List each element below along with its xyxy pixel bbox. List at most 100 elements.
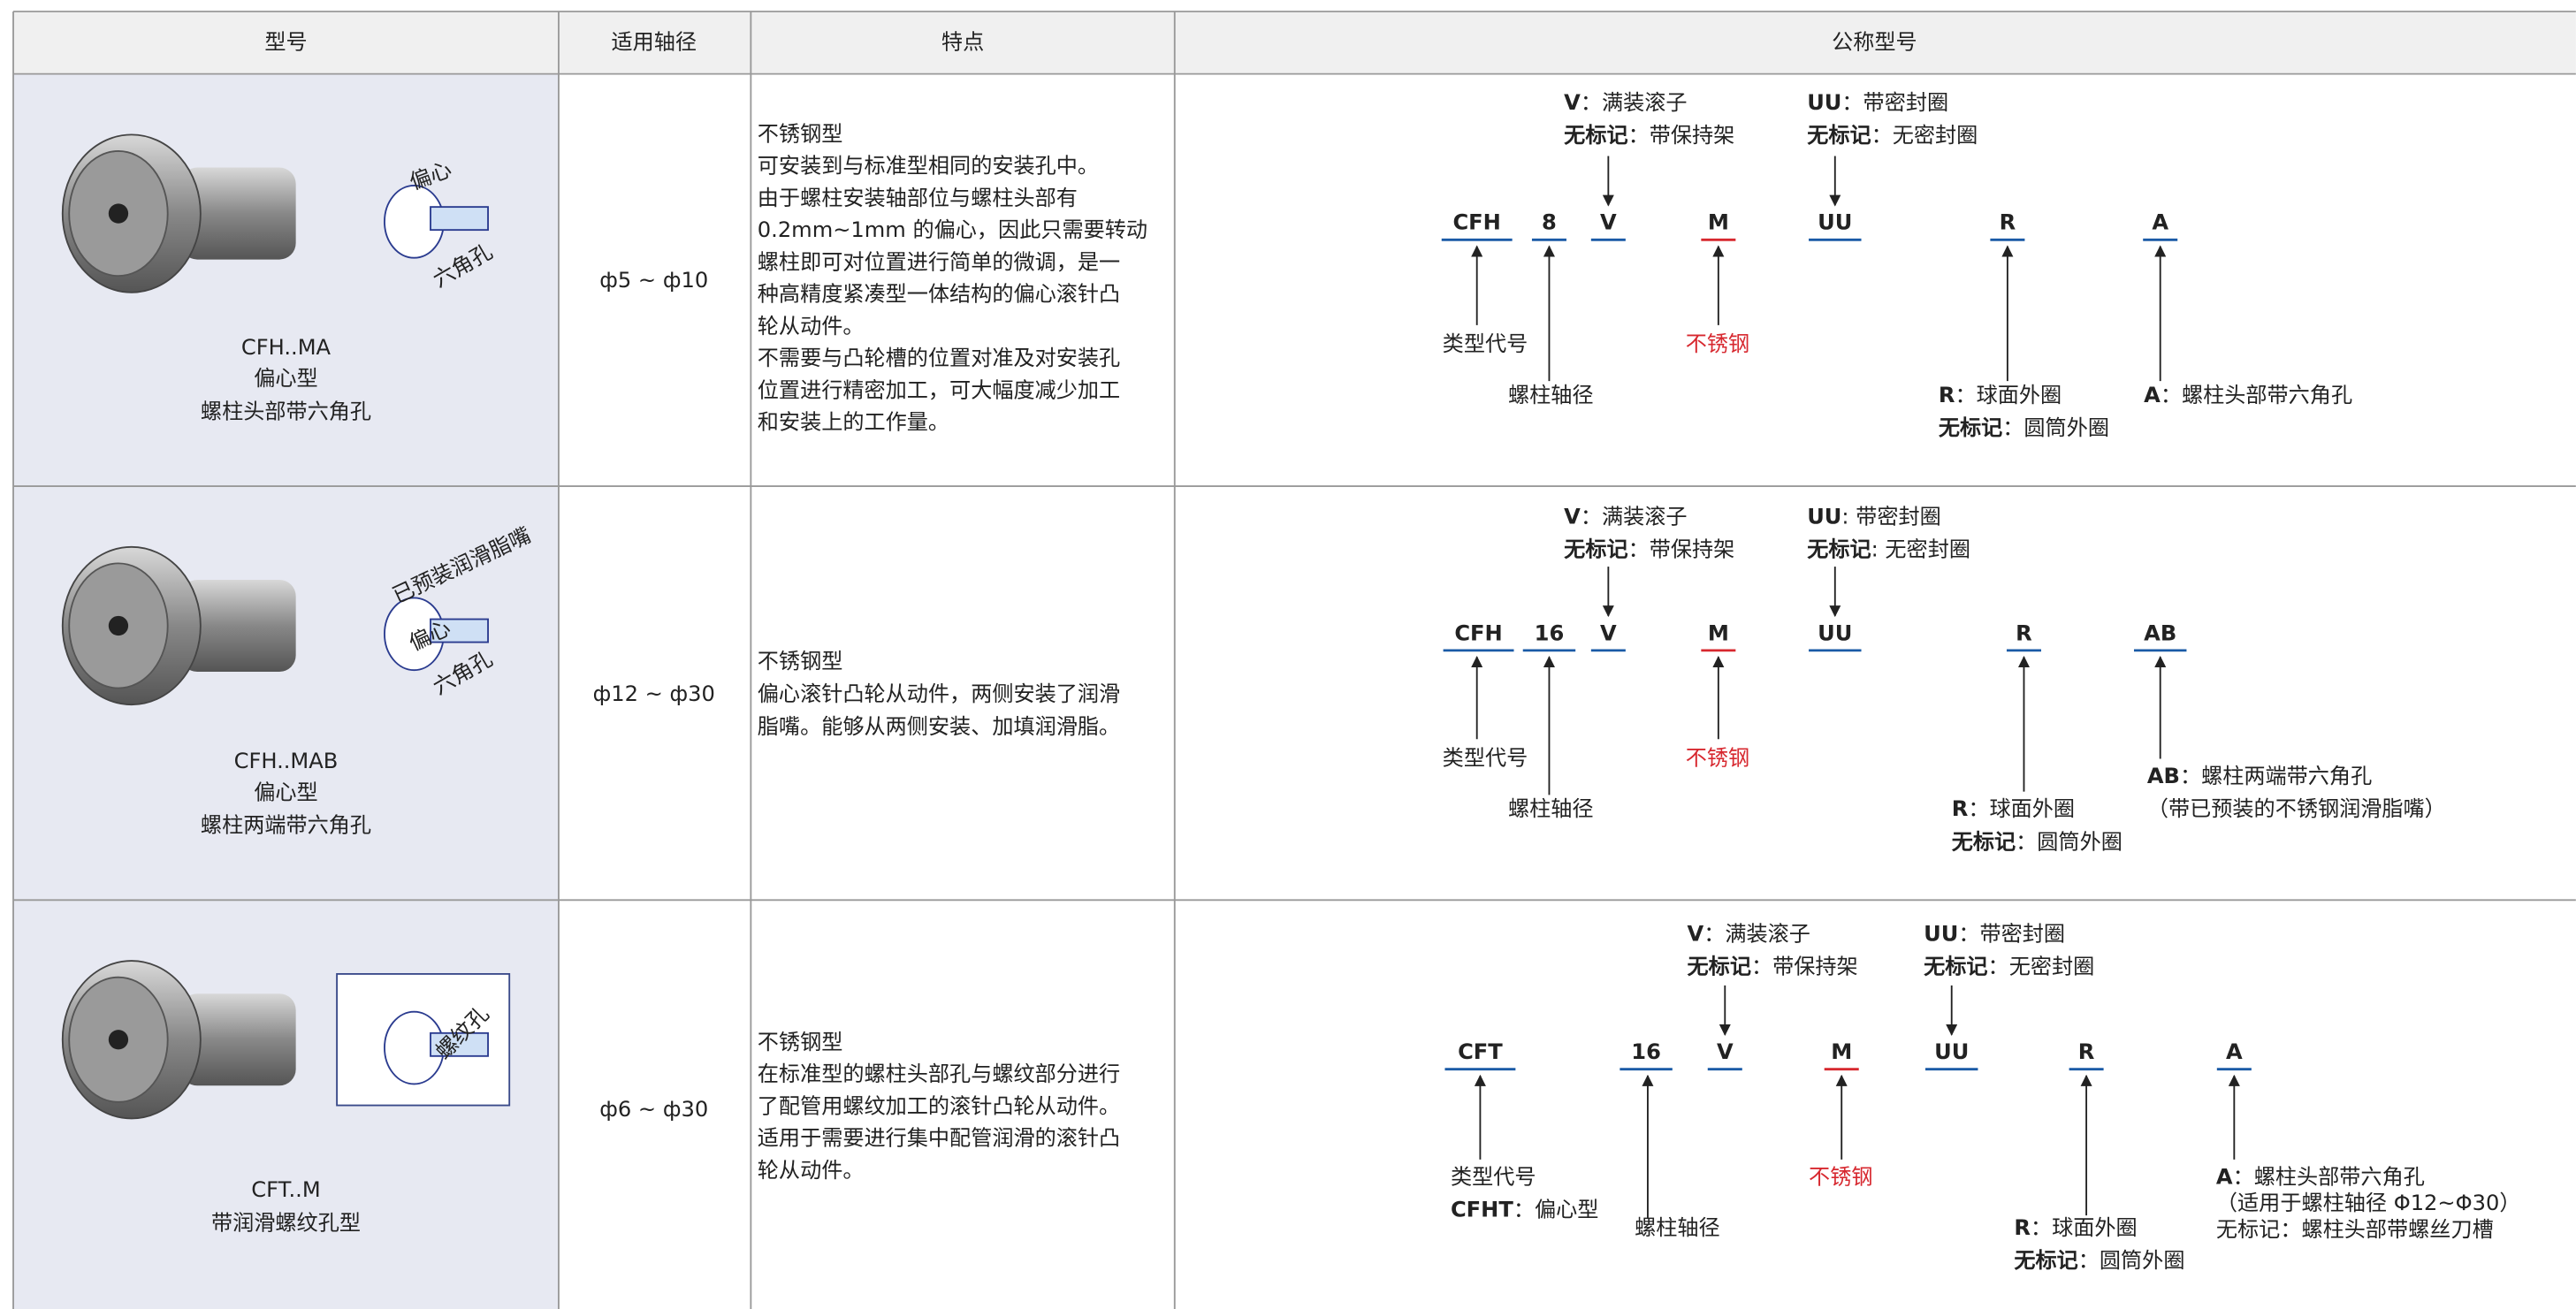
note-text: 螺柱轴径: [1508, 383, 1594, 407]
feature-line: 0.2mm~1mm 的偏心，因此只需要转动: [758, 217, 1147, 242]
note-text: 类型代号: [1443, 331, 1528, 356]
code-part: CFH: [1454, 620, 1502, 645]
note-key: 无标记: [1564, 537, 1627, 562]
note-text: ：球面外圈: [1968, 796, 2075, 821]
note-key: A: [2216, 1164, 2233, 1189]
header-cell: 适用轴径: [611, 29, 697, 54]
feature-line: 不锈钢型: [758, 1030, 843, 1054]
code-note: V：满装滚子: [1564, 90, 1687, 115]
shaft-diameter: ф6 ~ ф30: [599, 1097, 708, 1122]
code-note: 无标记: 无密封圈: [1807, 537, 1970, 562]
code-note: V：满装滚子: [1564, 504, 1687, 529]
note-text: ：螺柱头部带六角孔: [2233, 1164, 2425, 1189]
note-text: 无标记：螺柱头部带螺丝刀槽: [2216, 1217, 2494, 1242]
code-note: V：满装滚子: [1688, 921, 1810, 946]
note-text: ：无密封圈: [1988, 954, 2095, 978]
code-note: 无标记：带保持架: [1688, 954, 1858, 978]
code-note: UU: 带密封圈: [1807, 504, 1941, 529]
code-note: 无标记：无密封圈: [1807, 123, 1978, 148]
note-text: 类型代号: [1443, 745, 1528, 770]
code-part: A: [2226, 1039, 2243, 1064]
note-key: 无标记: [1807, 123, 1871, 148]
code-part: V: [1717, 1039, 1734, 1064]
note-key: R: [1952, 796, 1969, 821]
hex-hole: [108, 203, 129, 224]
code-note: 类型代号: [1443, 745, 1528, 770]
feature-line: 了配管用螺纹加工的滚针凸轮从动件。: [758, 1093, 1120, 1118]
note-key: 无标记: [1924, 954, 1987, 978]
code-note: 无标记：圆筒外圈: [1952, 829, 2123, 854]
code-note: A：螺柱头部带六角孔: [2144, 383, 2352, 407]
note-text: 螺柱轴径: [1635, 1215, 1720, 1240]
code-note: 无标记：螺柱头部带螺丝刀槽: [2216, 1217, 2494, 1242]
note-text: ：圆筒外圈: [2002, 415, 2109, 440]
code-note: 无标记：无密封圈: [1924, 954, 2094, 978]
model-caption: 偏心型: [254, 780, 317, 805]
model-caption: CFH..MAB: [234, 749, 339, 773]
note-key: A: [2144, 383, 2161, 407]
note-key: V: [1564, 90, 1581, 115]
feature-line: 轮从动件。: [758, 314, 865, 339]
code-note: 不锈钢: [1686, 331, 1749, 356]
note-text: ：螺柱两端带六角孔: [2180, 764, 2372, 788]
grid: [12, 11, 2576, 1309]
code-part: CFT: [1458, 1039, 1503, 1064]
code-note: UU：带密封圈: [1924, 921, 2065, 946]
note-text: ：球面外圈: [2031, 1215, 2138, 1240]
hex-hole: [108, 615, 129, 636]
code-note: CFHT：偏心型: [1451, 1198, 1598, 1222]
code-note: 螺柱轴径: [1508, 796, 1594, 821]
model-caption: 螺柱头部带六角孔: [201, 399, 371, 423]
code-part: V: [1600, 620, 1617, 645]
stud: [180, 167, 296, 260]
code-note: 螺柱轴径: [1508, 383, 1594, 407]
hex-hole: [108, 1030, 129, 1050]
code-part: AB: [2144, 620, 2176, 645]
note-key: 无标记: [1564, 123, 1627, 148]
note-key: 无标记: [1807, 537, 1871, 562]
note-key: UU: [1807, 90, 1841, 115]
note-text: 不锈钢: [1686, 331, 1749, 356]
note-key: 无标记: [2014, 1248, 2077, 1273]
note-key: CFHT: [1451, 1198, 1513, 1222]
note-text: ：无密封圈: [1871, 123, 1978, 148]
note-key: 无标记: [1688, 954, 1751, 978]
product-image: [61, 960, 511, 1120]
shaft-diameter: ф12 ~ ф30: [593, 681, 715, 706]
feature-line: 不锈钢型: [758, 121, 843, 146]
note-key: R: [2014, 1215, 2031, 1240]
model-caption: 偏心型: [254, 366, 317, 391]
code-note: 类型代号: [1443, 331, 1528, 356]
code-note: R：球面外圈: [1952, 796, 2075, 821]
product-image: [61, 545, 489, 706]
note-text: 螺柱轴径: [1508, 796, 1594, 821]
code-part: UU: [1818, 210, 1852, 235]
code-note: （带已预装的不锈钢润滑脂嘴）: [2147, 796, 2446, 821]
note-text: ：带保持架: [1628, 537, 1735, 562]
code-part: R: [2078, 1039, 2095, 1064]
note-text: ：带密封圈: [1841, 90, 1948, 115]
code-note: （适用于螺柱轴径 Φ12~Φ30）: [2216, 1191, 2521, 1215]
code-note: A：螺柱头部带六角孔: [2216, 1164, 2425, 1189]
note-text: 不锈钢: [1809, 1164, 1872, 1189]
note-key: V: [1564, 504, 1581, 529]
sketch-stud: [430, 206, 489, 232]
note-text: （适用于螺柱轴径 Φ12~Φ30）: [2216, 1191, 2521, 1215]
note-text: ：圆筒外圈: [2078, 1248, 2185, 1273]
code-part: V: [1600, 210, 1617, 235]
code-note: AB：螺柱两端带六角孔: [2147, 764, 2372, 788]
note-key: UU: [1924, 921, 1958, 946]
sketch-stud: [430, 1031, 489, 1057]
code-note: 不锈钢: [1686, 745, 1749, 770]
model-caption: 螺柱两端带六角孔: [201, 813, 371, 838]
feature-line: 不锈钢型: [758, 649, 843, 674]
code-part: M: [1708, 620, 1729, 645]
code-part: M: [1708, 210, 1729, 235]
note-text: ：圆筒外圈: [2016, 829, 2123, 854]
feature-line: 种高精度紧凑型一体结构的偏心滚针凸: [758, 282, 1120, 307]
stud: [180, 579, 296, 673]
note-text: ：带密封圈: [1958, 921, 2065, 946]
code-part: M: [1831, 1039, 1852, 1064]
code-note: 螺柱轴径: [1635, 1215, 1720, 1240]
note-text: （带已预装的不锈钢润滑脂嘴）: [2147, 796, 2446, 821]
